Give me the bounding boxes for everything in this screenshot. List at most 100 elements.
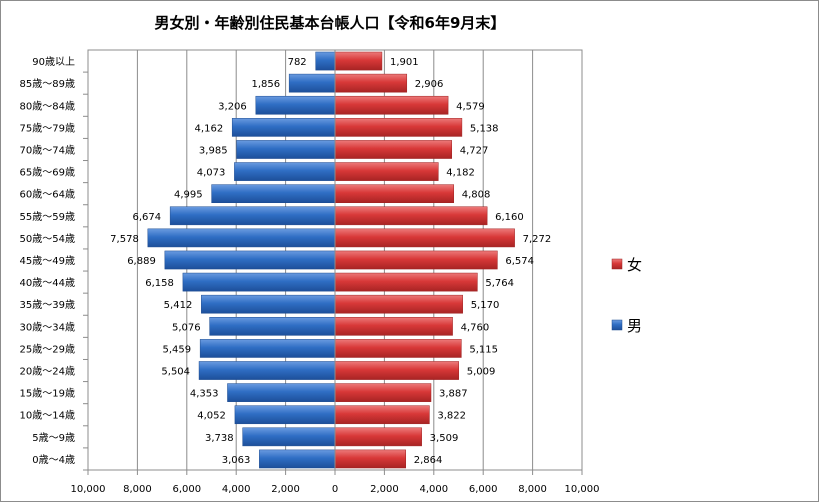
data-label-male: 4,073 [197,168,226,179]
data-label-female: 7,272 [523,234,552,245]
category-label: 25歳～29歳 [20,343,75,355]
data-label-male: 4,162 [195,123,224,134]
data-label-male: 3,206 [218,101,247,112]
data-label-female: 4,808 [462,190,491,201]
data-label-female: 5,115 [469,344,498,355]
legend-swatch [611,319,623,331]
category-label: 75歳～79歳 [20,122,75,134]
category-label: 85歳～89歳 [20,78,75,90]
data-label-male: 5,459 [163,344,192,355]
data-label-female: 6,160 [495,212,524,223]
category-label: 30歳～34歳 [20,321,75,333]
bar-female [334,272,478,292]
bar-female [334,73,408,93]
data-label-male: 5,412 [164,300,193,311]
data-label-male: 5,504 [161,367,190,378]
data-label-female: 3,822 [437,411,466,422]
x-tick-label: 2,000 [370,484,399,495]
bar-female [334,95,449,115]
bar-female [334,449,406,469]
category-label: 70歳～74歳 [20,144,75,156]
bar-male [234,162,336,181]
x-tick-label: 4,000 [419,484,448,495]
data-label-male: 3,063 [222,455,251,466]
category-label: 15歳～19歳 [20,388,75,400]
legend-label: 男 [627,317,642,335]
data-label-female: 4,182 [446,168,475,179]
data-label-male: 4,052 [197,411,226,422]
bar-female [334,206,488,226]
data-label-female: 3,509 [430,433,459,444]
bar-female [334,427,422,447]
bar-male [234,405,336,425]
data-label-female: 4,760 [461,322,490,333]
x-tick-label: 8,000 [518,484,547,495]
bar-male [199,339,336,358]
bar-female [334,51,383,71]
data-label-female: 5,138 [470,123,499,134]
bar-male [169,206,336,226]
category-label: 40歳～44歳 [20,277,75,289]
category-label: 80歳～84歳 [20,100,75,112]
bar-male [211,184,336,203]
x-tick-label: 6,000 [469,484,498,495]
data-label-female: 5,009 [467,367,496,378]
data-label-male: 6,889 [127,256,156,267]
bar-female [334,118,463,137]
data-label-female: 5,170 [471,300,500,311]
data-label-female: 6,574 [505,256,534,267]
bar-male [236,140,336,159]
chart-title: 男女別・年齢別住民基本台帳人口【令和6年9月末】 [154,14,506,32]
data-label-female: 3,887 [439,389,468,400]
bar-female [334,294,463,314]
data-label-male: 4,995 [174,190,203,201]
bar-male [198,361,336,380]
bar-female [334,317,453,336]
category-label: 65歳～69歳 [20,167,75,179]
data-label-female: 2,906 [415,79,444,90]
bar-male [259,449,336,469]
bar-male [201,294,336,314]
data-label-male: 1,856 [252,79,281,90]
bar-female [334,383,432,402]
bar-female [334,405,430,425]
bar-male [164,250,336,270]
bar-female [334,184,455,203]
bar-male [288,73,336,93]
x-tick-label: 8,000 [123,484,152,495]
data-label-male: 5,076 [172,322,201,333]
x-tick-label: 2,000 [271,484,300,495]
data-label-male: 6,674 [133,212,162,223]
data-label-female: 4,727 [460,145,489,156]
bar-male [182,272,336,292]
category-label: 50歳～54歳 [20,233,75,245]
x-tick-label: 0 [332,484,338,495]
bar-female [334,339,462,358]
bar-male [147,228,336,248]
x-tick-label: 10,000 [71,484,106,495]
bar-female [334,140,453,159]
data-label-female: 5,764 [485,278,514,289]
data-label-male: 4,353 [190,389,219,400]
category-label: 0歳～4歳 [32,454,75,466]
category-label: 45歳～49歳 [20,255,75,267]
bar-male [227,383,336,402]
bar-female [334,361,459,380]
bar-male [242,427,336,447]
bar-female [334,162,439,181]
x-tick-label: 10,000 [565,484,600,495]
category-label: 5歳～9歳 [32,432,75,444]
category-label: 20歳～24歳 [20,366,75,378]
legend-label: 女 [627,256,642,274]
category-label: 90歳以上 [32,56,75,68]
bar-female [334,228,515,248]
x-tick-label: 6,000 [172,484,201,495]
data-label-male: 6,158 [145,278,174,289]
data-label-male: 7,578 [110,234,139,245]
legend-swatch [611,258,623,270]
bar-male [315,51,336,71]
bar-female [334,250,498,270]
category-label: 35歳～39歳 [20,299,75,311]
category-label: 55歳～59歳 [20,211,75,223]
